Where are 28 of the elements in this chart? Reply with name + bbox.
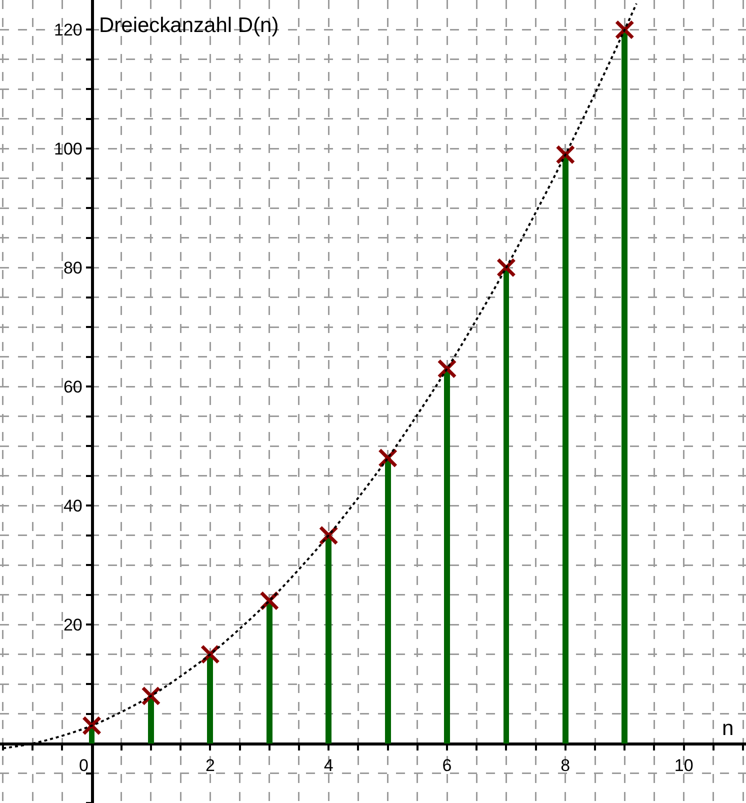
y-tick-label: 60 [63, 378, 82, 397]
bar [266, 600, 272, 744]
bar [148, 696, 154, 744]
y-tick-label: 80 [63, 258, 82, 278]
point [496, 258, 516, 278]
x-tick-label: 2 [205, 756, 215, 775]
bar [503, 268, 510, 744]
bar [562, 154, 568, 744]
point [82, 716, 102, 736]
point [614, 20, 634, 40]
point [141, 686, 161, 706]
bar [207, 654, 214, 744]
bar [326, 535, 332, 744]
point [556, 144, 576, 164]
x-tick-label: 0 [79, 756, 89, 775]
x-tick-label: 8 [560, 756, 570, 775]
x-axis-title: n [722, 717, 734, 740]
x-tick-label: 10 [674, 756, 694, 775]
y-tick-label: 40 [63, 496, 82, 516]
y-axis-title: Dreieckanzahl D(n) [99, 14, 279, 37]
bar [622, 30, 628, 744]
y-tick-label: 120 [54, 20, 82, 40]
bar [444, 368, 450, 744]
bar [384, 458, 391, 744]
x-tick-label: 6 [442, 756, 452, 775]
x-tick-label: 4 [324, 756, 334, 775]
y-tick-label: 100 [54, 140, 82, 159]
y-tick-label: 20 [63, 616, 82, 635]
